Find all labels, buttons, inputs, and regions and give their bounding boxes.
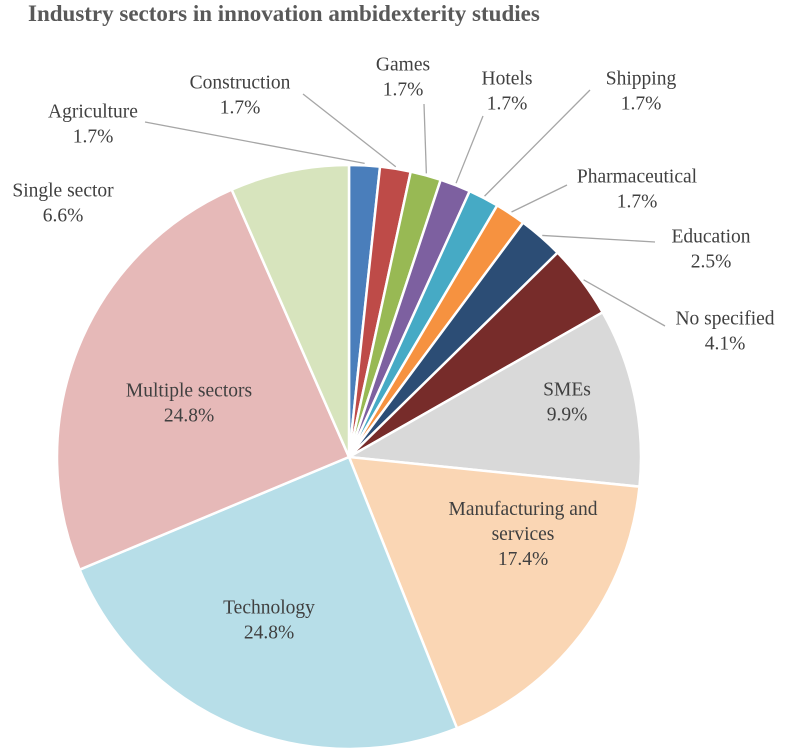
data-label-education: Education 2.5%	[671, 227, 750, 273]
leader-line-hotels	[455, 115, 484, 184]
data-label-no-specified: No specified 4.1%	[675, 309, 774, 355]
pie-slice-single-sector	[230, 163, 351, 459]
pie-slice-multiple-sectors	[55, 188, 351, 571]
leader-line-pharmaceutical	[511, 184, 568, 213]
data-label-technology: Technology 24.8%	[223, 598, 315, 644]
data-label-multiple-sectors: Multiple sectors 24.8%	[126, 381, 252, 427]
leader-line-construction	[302, 93, 397, 168]
data-labels: Agriculture 1.7% Construction 1.7% Games 1.7%…	[12, 55, 774, 644]
leader-line-shipping	[484, 89, 591, 197]
data-label-single-sector: Single sector 6.6%	[12, 181, 114, 227]
pie-slices	[55, 163, 643, 749]
data-label-hotels: Hotels 1.7%	[482, 69, 533, 115]
chart-title: Industry sectors in innovation ambidexte…	[28, 1, 540, 26]
data-label-shipping: Shipping 1.7%	[606, 69, 677, 115]
data-label-smes: SMEs 9.9%	[543, 380, 591, 426]
data-label-pharmaceutical: Pharmaceutical 1.7%	[577, 167, 698, 213]
data-label-agriculture: Agriculture 1.7%	[48, 102, 138, 148]
leader-line-agriculture	[144, 121, 365, 165]
data-label-manufacturing-and-services: Manufacturing and services 17.4%	[449, 499, 598, 570]
leader-line-education	[542, 234, 656, 243]
leader-line-games	[423, 103, 428, 174]
data-label-construction: Construction 1.7%	[190, 73, 291, 119]
pie-slice-manufacturing-and-services	[347, 455, 641, 730]
pie-slice-smes	[347, 311, 643, 488]
pie-slice-technology	[78, 455, 459, 749]
data-label-games: Games 1.7%	[376, 55, 430, 101]
leader-lines	[144, 89, 666, 327]
leader-line-no-specified	[583, 279, 666, 327]
